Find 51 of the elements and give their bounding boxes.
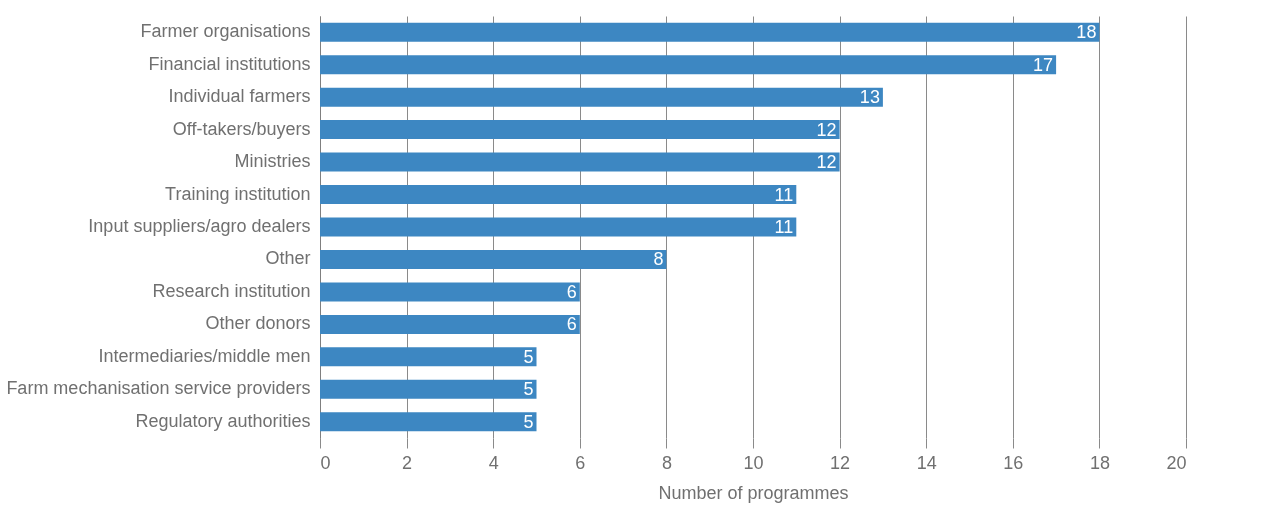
bar (320, 185, 797, 205)
y-tick-label: Regulatory authorities (135, 410, 311, 431)
y-tick-label: Financial institutions (148, 53, 311, 74)
data-label: 12 (816, 152, 837, 173)
bar (320, 379, 537, 399)
bar (320, 87, 883, 107)
bar (320, 55, 1057, 75)
x-tick-label: 18 (1089, 452, 1110, 473)
bar (320, 152, 840, 172)
y-tick-label: Other donors (205, 313, 311, 334)
y-tick-label: Farm mechanisation service providers (6, 378, 311, 399)
data-label: 18 (1076, 22, 1097, 43)
y-tick-label: Other (265, 248, 311, 269)
x-tick-label: 14 (916, 452, 937, 473)
y-tick-label: Ministries (234, 151, 311, 172)
y-tick-label: Training institution (165, 183, 311, 204)
bar (320, 22, 1100, 42)
data-label: 11 (774, 217, 794, 237)
data-label: 17 (1033, 54, 1054, 75)
x-tick-label: 2 (402, 452, 413, 473)
x-tick-label: 8 (661, 452, 672, 473)
data-label: 5 (523, 411, 534, 432)
x-tick-label: 12 (830, 452, 851, 473)
x-tick-label: 0 (320, 452, 331, 473)
x-tick-label: 16 (1003, 452, 1024, 473)
bar (320, 217, 797, 237)
y-tick-label: Farmer organisations (140, 21, 311, 42)
data-label: 8 (653, 249, 664, 270)
y-tick-label: Intermediaries/middle men (98, 345, 311, 366)
y-tick-label: Individual farmers (168, 86, 311, 107)
x-tick-label: 10 (743, 452, 764, 473)
bar (320, 347, 537, 367)
x-tick-label: 6 (575, 452, 586, 473)
bar (320, 314, 580, 334)
data-label: 5 (523, 379, 534, 400)
y-tick-label: Off-takers/buyers (172, 118, 311, 139)
y-tick-label: Input suppliers/agro dealers (88, 216, 311, 236)
x-tick-label: 4 (488, 452, 499, 473)
data-label: 13 (859, 87, 880, 108)
data-label: 12 (816, 119, 837, 140)
data-label: 6 (566, 281, 577, 302)
bar (320, 412, 537, 432)
bar (320, 282, 580, 302)
x-axis-title: Number of programmes (658, 482, 849, 503)
data-label: 5 (523, 346, 534, 367)
bar (320, 249, 667, 269)
data-label: 11 (774, 184, 794, 205)
bar (320, 120, 840, 140)
x-tick-label: 20 (1166, 452, 1187, 473)
data-label: 6 (566, 314, 577, 335)
y-tick-label: Research institution (152, 280, 311, 301)
